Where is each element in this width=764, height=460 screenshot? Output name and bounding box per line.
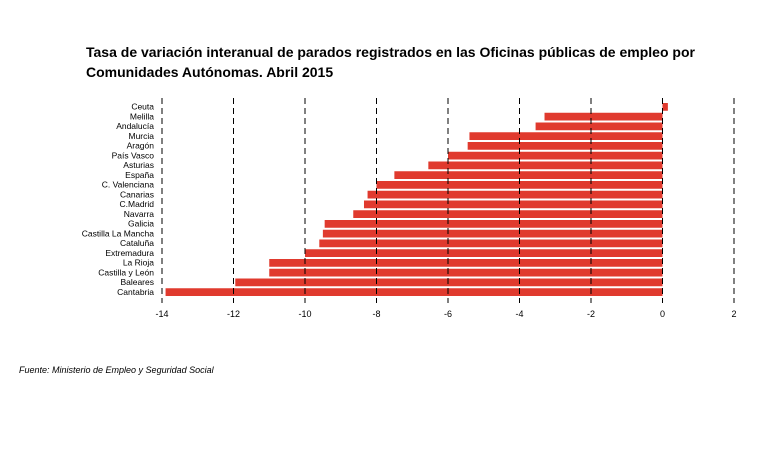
category-label-19: Baleares	[120, 277, 154, 287]
category-label-10: Canarias	[120, 189, 154, 199]
category-label-1: Ceuta	[131, 102, 154, 112]
chart-title: Tasa de variación interanual de parados …	[86, 42, 726, 82]
chart-title-line-1: Tasa de variación interanual de parados …	[86, 44, 695, 60]
x-tick-label-5: -6	[444, 309, 452, 319]
bar-7	[428, 161, 663, 170]
x-tick-label-7: -2	[587, 309, 595, 319]
x-tick-label-2: -12	[227, 309, 240, 319]
bar-2	[544, 112, 663, 121]
bar-1	[662, 103, 668, 111]
category-label-15: Cataluña	[120, 238, 154, 248]
bar-12	[353, 210, 663, 218]
category-label-4: Murcia	[128, 131, 154, 141]
category-label-7: Asturias	[123, 160, 154, 170]
category-label-17: La Rioja	[123, 258, 154, 268]
x-tick-label-4: -8	[372, 309, 380, 319]
category-label-6: País Vasco	[112, 150, 155, 160]
category-label-11: C.Madrid	[120, 199, 155, 209]
category-label-9: C. Valenciana	[102, 180, 155, 190]
category-label-14: Castilla La Mancha	[82, 228, 155, 238]
bar-15	[319, 239, 663, 248]
chart-title-line-2: Comunidades Autónomas. Abril 2015	[86, 64, 334, 80]
bar-3	[535, 122, 663, 131]
category-label-2: Melilla	[130, 111, 154, 121]
bar-8	[394, 171, 663, 179]
bar-6	[448, 151, 663, 160]
bar-5	[467, 142, 663, 150]
bar-18	[269, 268, 663, 277]
category-label-16: Extremadura	[105, 248, 154, 258]
category-label-12: Navarra	[124, 209, 155, 219]
category-label-8: España	[125, 170, 154, 180]
bar-16	[305, 249, 663, 257]
bar-10	[367, 190, 663, 199]
bar-20	[165, 288, 663, 296]
x-tick-label-1: -14	[155, 309, 168, 319]
bar-11	[363, 200, 663, 209]
category-label-5: Aragón	[127, 141, 155, 151]
category-label-3: Andalucía	[116, 121, 154, 131]
bar-13	[324, 220, 663, 228]
bar-4	[469, 132, 663, 140]
x-tick-label-9: 2	[731, 309, 736, 319]
bar-14	[322, 229, 663, 238]
category-label-18: Castilla y León	[98, 267, 154, 277]
bar-19	[235, 278, 663, 287]
category-label-20: Cantabria	[117, 287, 154, 297]
bar-17	[269, 259, 663, 267]
source-note: Fuente: Ministerio de Empleo y Seguridad…	[19, 365, 214, 375]
bar-9	[376, 181, 663, 189]
category-label-13: Galicia	[128, 219, 154, 229]
x-tick-label-3: -10	[298, 309, 311, 319]
x-tick-label-8: 0	[660, 309, 665, 319]
x-tick-label-6: -4	[515, 309, 523, 319]
